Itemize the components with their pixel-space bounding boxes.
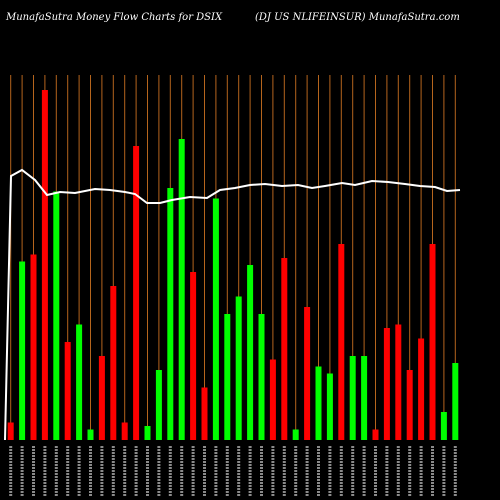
bar-up bbox=[178, 139, 185, 440]
money-flow-line bbox=[4, 168, 461, 441]
bar-down bbox=[7, 422, 14, 440]
bar-down bbox=[383, 328, 390, 440]
bar-up bbox=[247, 265, 254, 440]
bar-up bbox=[235, 296, 242, 440]
bar-up bbox=[87, 429, 94, 440]
bar-up bbox=[440, 412, 447, 440]
bar-up bbox=[361, 356, 368, 440]
bar-up bbox=[349, 356, 356, 440]
bar-up bbox=[144, 426, 151, 440]
x-axis-labels bbox=[0, 442, 470, 498]
bar-up bbox=[76, 324, 83, 440]
bar-up bbox=[167, 188, 174, 440]
bar-up bbox=[155, 370, 162, 440]
bar-up bbox=[19, 261, 26, 440]
bar-down bbox=[98, 356, 105, 440]
bar-down bbox=[64, 342, 71, 440]
bar-up bbox=[53, 191, 60, 440]
bar-up bbox=[224, 314, 231, 440]
bar-up bbox=[292, 429, 299, 440]
bar-down bbox=[395, 324, 402, 440]
bar-series bbox=[7, 90, 459, 440]
bar-down bbox=[201, 387, 208, 440]
bar-down bbox=[121, 422, 128, 440]
bar-down bbox=[190, 272, 197, 440]
bar-up bbox=[212, 198, 219, 440]
bar-down bbox=[372, 429, 379, 440]
bar-down bbox=[418, 338, 425, 440]
bar-down bbox=[338, 244, 345, 440]
chart-source: (DJ US NLIFEINSUR) MunafaSutra.com bbox=[255, 12, 460, 23]
bar-up bbox=[452, 363, 459, 440]
bar-down bbox=[269, 359, 276, 440]
bar-down bbox=[133, 146, 140, 440]
bar-down bbox=[281, 258, 288, 440]
bar-down bbox=[304, 307, 311, 440]
bar-down bbox=[30, 254, 37, 440]
bar-down bbox=[110, 286, 117, 440]
money-flow-line-path bbox=[4, 168, 461, 441]
bar-up bbox=[315, 366, 322, 440]
bar-down bbox=[429, 244, 436, 440]
bar-up bbox=[326, 373, 333, 440]
chart-title: MunafaSutra Money Flow Charts for DSIX bbox=[5, 12, 223, 23]
bar-up bbox=[258, 314, 265, 440]
bar-down bbox=[41, 90, 48, 440]
bar-down bbox=[406, 370, 413, 440]
